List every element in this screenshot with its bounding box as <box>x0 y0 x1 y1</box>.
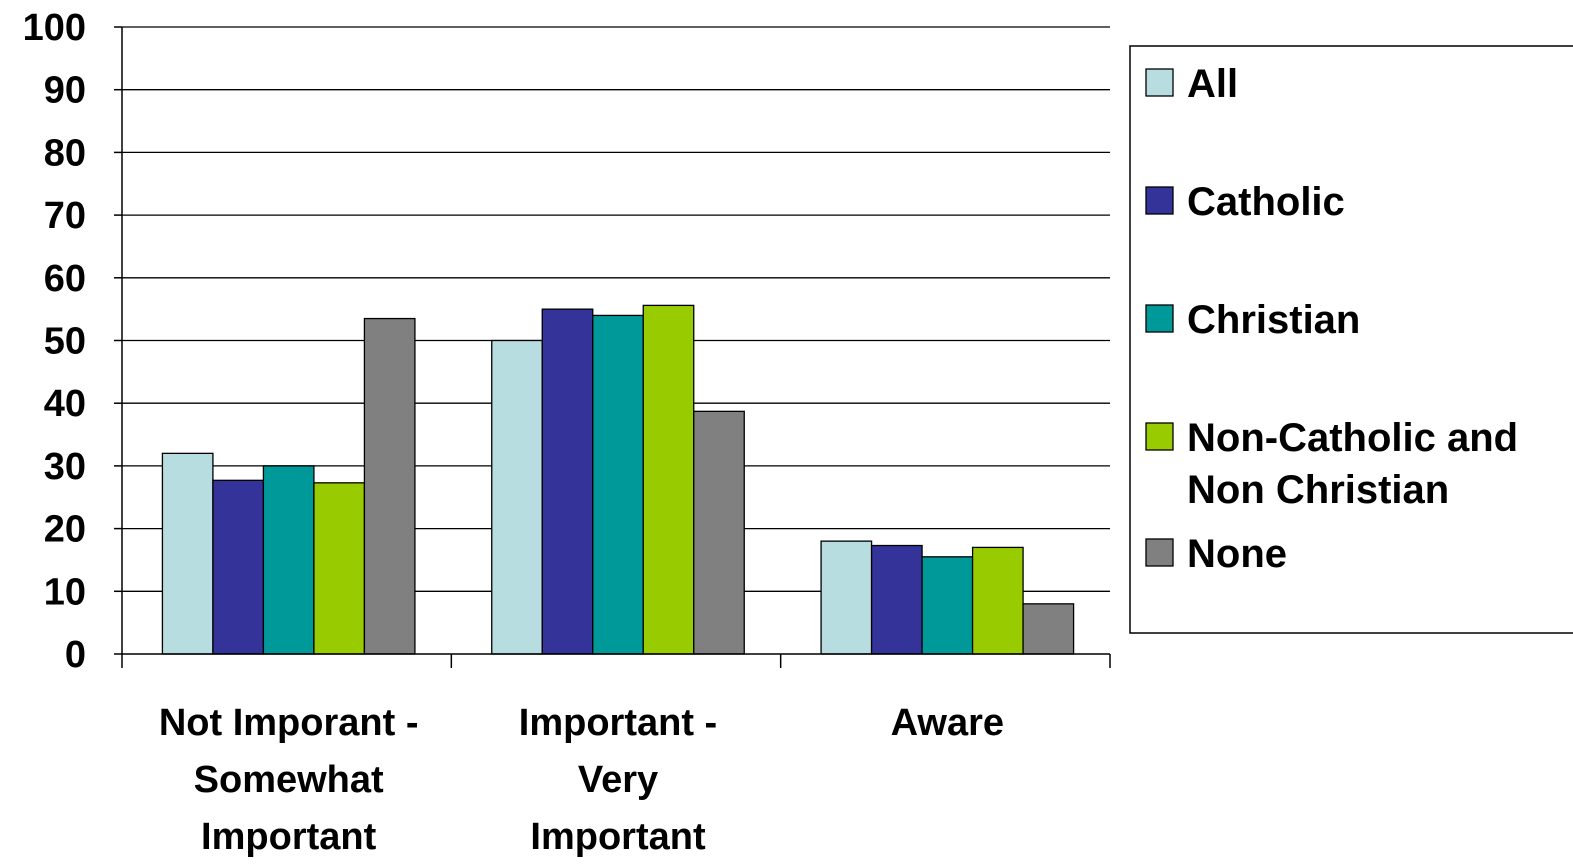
bar <box>1022 603 1075 655</box>
legend-swatch <box>1145 186 1174 215</box>
bar <box>212 479 265 655</box>
legend-swatch <box>1145 304 1174 333</box>
bar <box>693 410 745 655</box>
y-tick-label: 30 <box>44 446 86 488</box>
legend: All Catholic Christian Non-Catholic and Non … <box>1129 45 1573 634</box>
category-label: Somewhat <box>194 759 384 801</box>
bar <box>363 317 416 655</box>
bar <box>820 540 873 655</box>
legend-label: Catholic <box>1187 180 1345 224</box>
axes <box>114 26 1111 668</box>
category-label: Important <box>201 816 377 858</box>
category-label: Very <box>578 759 658 801</box>
legend-label: Non-Catholic and <box>1187 416 1518 460</box>
legend-label: Christian <box>1187 298 1360 342</box>
y-tick-label: 80 <box>44 132 86 174</box>
bar <box>592 314 644 655</box>
legend-label: None <box>1187 532 1287 576</box>
category-label: Important - <box>519 702 717 744</box>
y-tick-label: 40 <box>44 383 86 425</box>
y-tick-label: 70 <box>44 195 86 237</box>
bar <box>541 308 594 655</box>
y-tick-label: 90 <box>44 70 86 112</box>
legend-label: All <box>1187 62 1238 106</box>
bar <box>161 452 214 655</box>
y-tick-label: 0 <box>65 634 86 676</box>
category-labels: Not Imporant - Somewhat Important Important… <box>159 702 1004 858</box>
y-tick-label: 50 <box>44 321 86 363</box>
bar <box>921 556 974 655</box>
y-tick-labels: 0 10 20 30 40 50 60 70 80 90 100 <box>23 7 86 676</box>
bar <box>262 465 315 655</box>
legend-swatch <box>1145 68 1174 97</box>
legend-swatch <box>1145 538 1174 567</box>
bar <box>491 339 543 655</box>
bar <box>313 482 366 655</box>
y-tick-label: 20 <box>44 509 86 551</box>
y-tick-label: 100 <box>23 7 86 49</box>
legend-label: Non Christian <box>1187 468 1449 512</box>
bar <box>971 546 1024 655</box>
category-label: Aware <box>891 702 1004 744</box>
y-tick-label: 60 <box>44 258 86 300</box>
category-label: Important <box>530 816 706 858</box>
legend-swatch <box>1145 422 1174 451</box>
category-label: Not Imporant - <box>159 702 419 744</box>
y-tick-label: 10 <box>44 571 86 613</box>
bar <box>870 544 923 655</box>
legend-box <box>1129 45 1573 634</box>
bar <box>642 304 695 655</box>
bars <box>161 304 1075 655</box>
